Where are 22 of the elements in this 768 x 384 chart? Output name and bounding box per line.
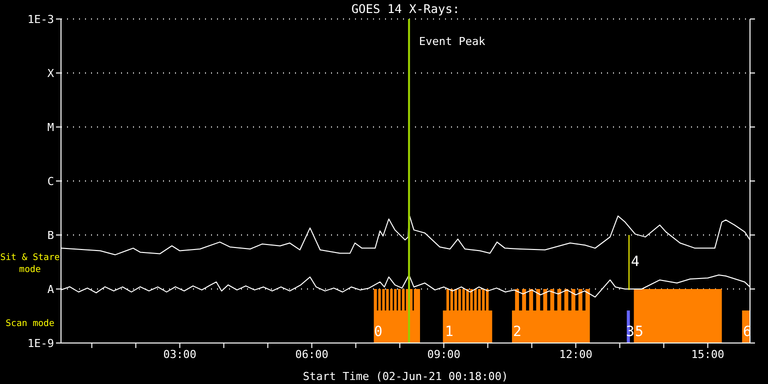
y-tick-label: A — [47, 282, 54, 296]
y-tick-label: M — [47, 120, 54, 134]
x-axis-title: Start Time (02-Jun-21 00:18:00) — [302, 370, 508, 383]
chart-title: GOES 14 X-Rays: — [350, 2, 461, 16]
x-tick-label: 03:00 — [163, 348, 196, 361]
x-tick-label: 09:00 — [427, 348, 460, 361]
annotation: 1 — [445, 324, 454, 340]
annotation: 5 — [635, 324, 644, 340]
y-tick-label: X — [47, 66, 54, 80]
text: Sit & Stare mode — [0, 252, 60, 276]
annotation: 2 — [513, 324, 522, 340]
text: Scan mode — [4, 318, 56, 330]
y-tick-label: 1E-9 — [28, 336, 54, 350]
annotation: 0 — [374, 324, 382, 340]
y-tick-label: 1E-3 — [28, 12, 54, 26]
x-tick-label: 15:00 — [691, 348, 724, 361]
y-tick-label: C — [47, 174, 54, 188]
y-tick-label: B — [47, 228, 54, 242]
annotation: 4 — [631, 254, 640, 270]
x-tick-label: 12:00 — [559, 348, 592, 361]
x-tick-label: 06:00 — [295, 348, 328, 361]
ref-line-label: Event Peak — [419, 35, 486, 48]
